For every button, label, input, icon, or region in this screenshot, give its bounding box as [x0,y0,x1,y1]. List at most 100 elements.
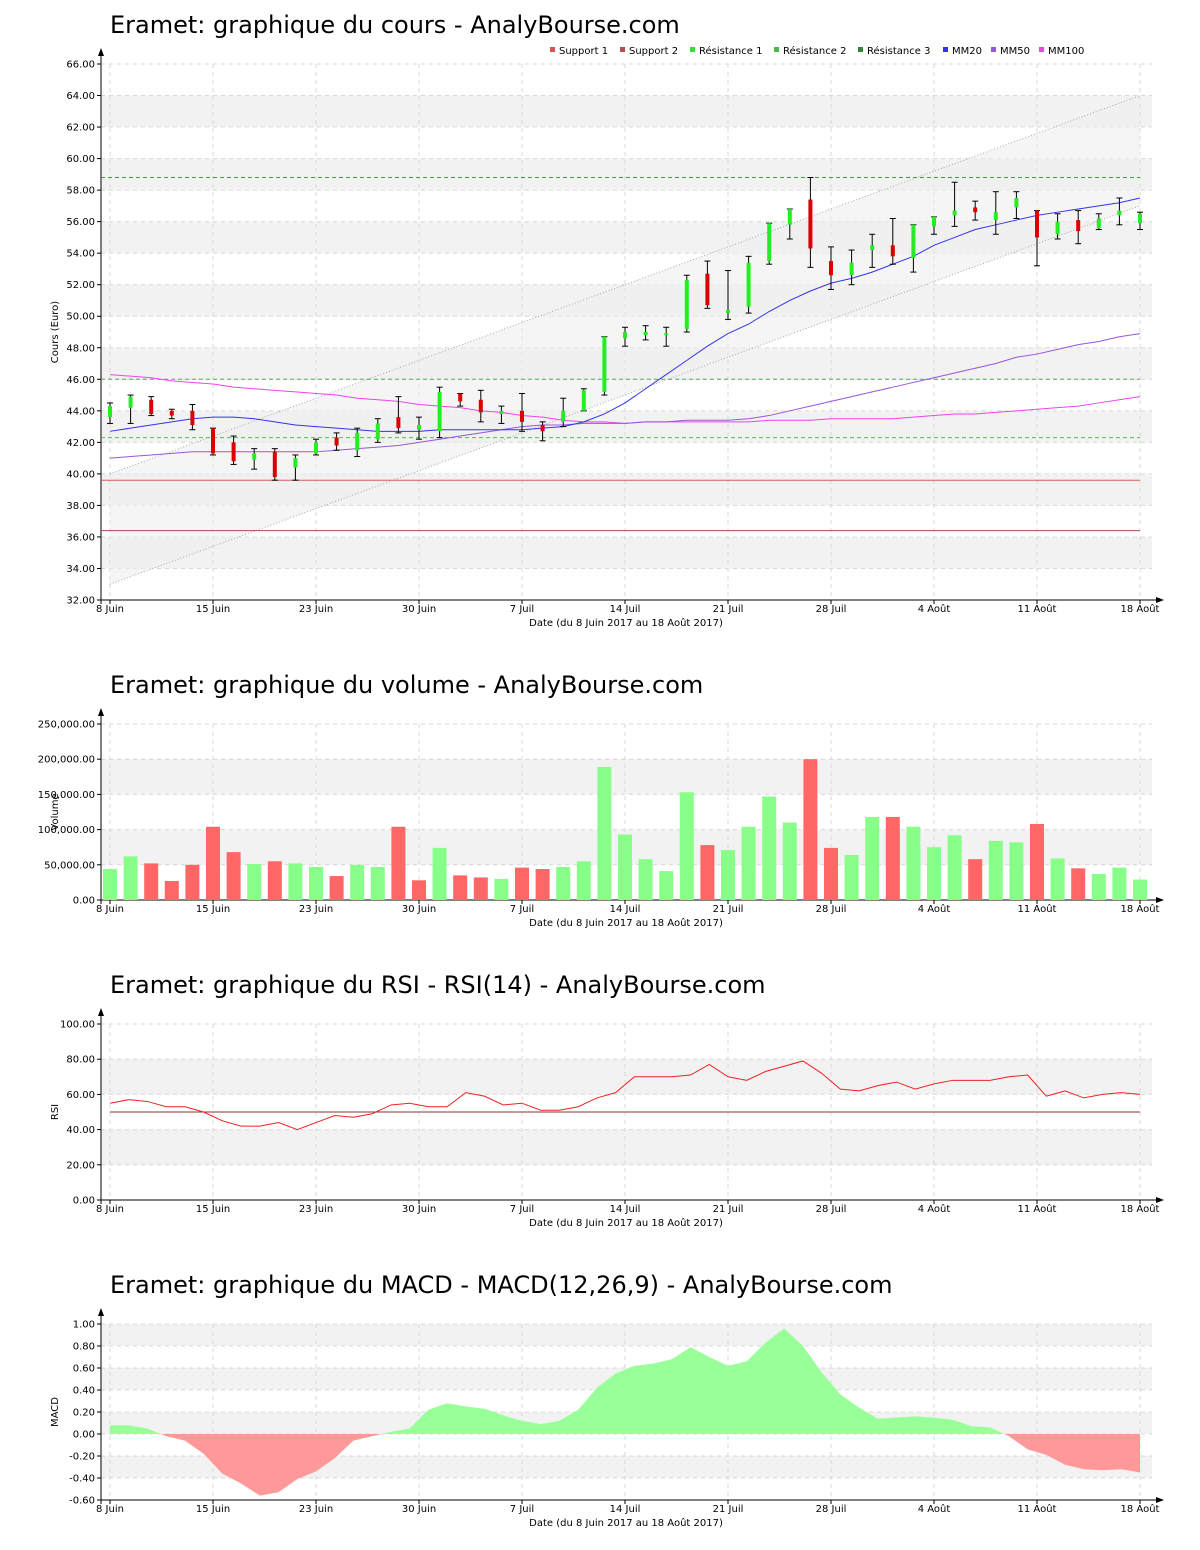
candle [931,216,937,235]
candle [766,222,773,265]
y-tick-label: 0.00 [73,1430,95,1441]
x-axis-arrow [1156,1197,1164,1203]
candle-body [1055,221,1060,235]
candle [539,421,546,442]
y-tick-label: 46.00 [66,375,95,386]
x-tick-label: 8 Juin [96,1504,124,1515]
candle [416,416,422,440]
volume-bar [844,854,859,900]
chart-title: Eramet: graphique du volume - AnalyBours… [110,671,703,699]
candle-body [190,410,195,426]
macd-negative-area [160,1434,382,1496]
candle [292,454,299,481]
legend-swatch [943,47,948,52]
x-tick-label: 4 Août [918,603,951,615]
y-axis-label: RSI [50,1104,61,1120]
candle [354,427,361,458]
volume-bar [309,866,323,900]
y-axis-arrow [98,1008,104,1016]
y-tick-label: 0.40 [73,1386,95,1397]
y-tick-label: 200,000.00 [38,755,95,766]
legend-label: MM100 [1048,46,1084,57]
legend-item: MM20 [943,46,982,57]
candle-body [314,442,318,454]
volume-bar [494,878,509,900]
volume-bar [1071,868,1086,900]
legend-item: MM50 [991,46,1030,57]
candle-body [911,224,916,258]
x-tick-label: 11 Août [1018,903,1057,915]
x-axis-label: Date (du 8 Juin 2017 au 18 Août 2017) [529,1517,723,1529]
volume-bar [741,826,756,900]
candle-body [1035,210,1039,238]
x-tick-label: 30 Juin [402,904,436,915]
y-tick-label: 1.00 [73,1320,95,1331]
candle [1095,213,1102,231]
mm50-line [109,333,1141,459]
candle-body [149,399,154,414]
volume-bar [1050,858,1065,900]
candle-body [932,216,936,227]
candle-body [1076,220,1081,232]
candle [889,217,896,265]
candle [498,405,505,424]
x-axis-arrow [1156,1497,1164,1503]
legend-label: MM20 [952,46,982,57]
y-tick-label: -0.20 [69,1452,95,1463]
candle-body [643,332,648,336]
volume-bar [1091,873,1106,900]
volume-bar [638,859,653,900]
candle-body [787,209,792,225]
volume-bar [762,796,777,900]
y-tick-label: 40.00 [66,1125,95,1136]
volume-bar [226,852,241,900]
x-tick-label: 14 Juil [610,1204,641,1215]
volume-bar [515,867,529,900]
rsi-chart: Eramet: graphique du RSI - RSI(14) - Ana… [50,971,1164,1229]
volume-bar [885,816,900,900]
y-tick-label: 80.00 [66,1055,95,1066]
legend-swatch [774,47,779,52]
volume-bar [1133,879,1147,900]
x-tick-label: 18 Août [1121,603,1160,615]
legend-swatch [620,47,625,52]
volume-bar [576,861,591,900]
volume-bar [329,876,344,900]
candle [107,402,113,424]
y-tick-label: 62.00 [66,123,95,134]
candle-body [623,332,627,339]
candle [251,448,258,470]
candle-body [293,458,298,468]
candle-body [870,245,875,251]
volume-bar [968,859,983,900]
x-tick-label: 7 Juil [510,604,534,615]
x-tick-label: 30 Juin [402,604,436,615]
macd-negative-area [1004,1434,1140,1473]
plot-band [101,536,1152,569]
candle [601,336,608,396]
y-tick-label: 50.00 [66,312,95,323]
legend-swatch [690,47,695,52]
legend-label: Résistance 1 [699,45,762,57]
x-tick-label: 14 Juil [610,604,641,615]
candle [807,177,814,268]
candle [333,432,340,451]
candle [910,224,917,273]
x-axis-label: Date (du 8 Juin 2017 au 18 Août 2017) [529,1217,723,1229]
candle-body [1138,213,1142,224]
candle-body [478,399,483,413]
volume-bar [1009,842,1024,900]
legend-item: Support 2 [620,46,678,57]
candle [560,397,567,428]
candle-body [664,333,669,336]
y-tick-label: 150,000.00 [38,790,95,801]
candle-body [540,425,545,432]
chart-title: Eramet: graphique du MACD - MACD(12,26,9… [110,1271,892,1299]
chart-title: Eramet: graphique du cours - AnalyBourse… [110,11,680,39]
y-axis-label: Volume [50,793,61,830]
volume-bar [206,826,220,900]
candle [1034,210,1040,267]
volume-bar [453,875,468,900]
legend-item: Support 1 [550,46,608,57]
candle-body [973,207,978,213]
